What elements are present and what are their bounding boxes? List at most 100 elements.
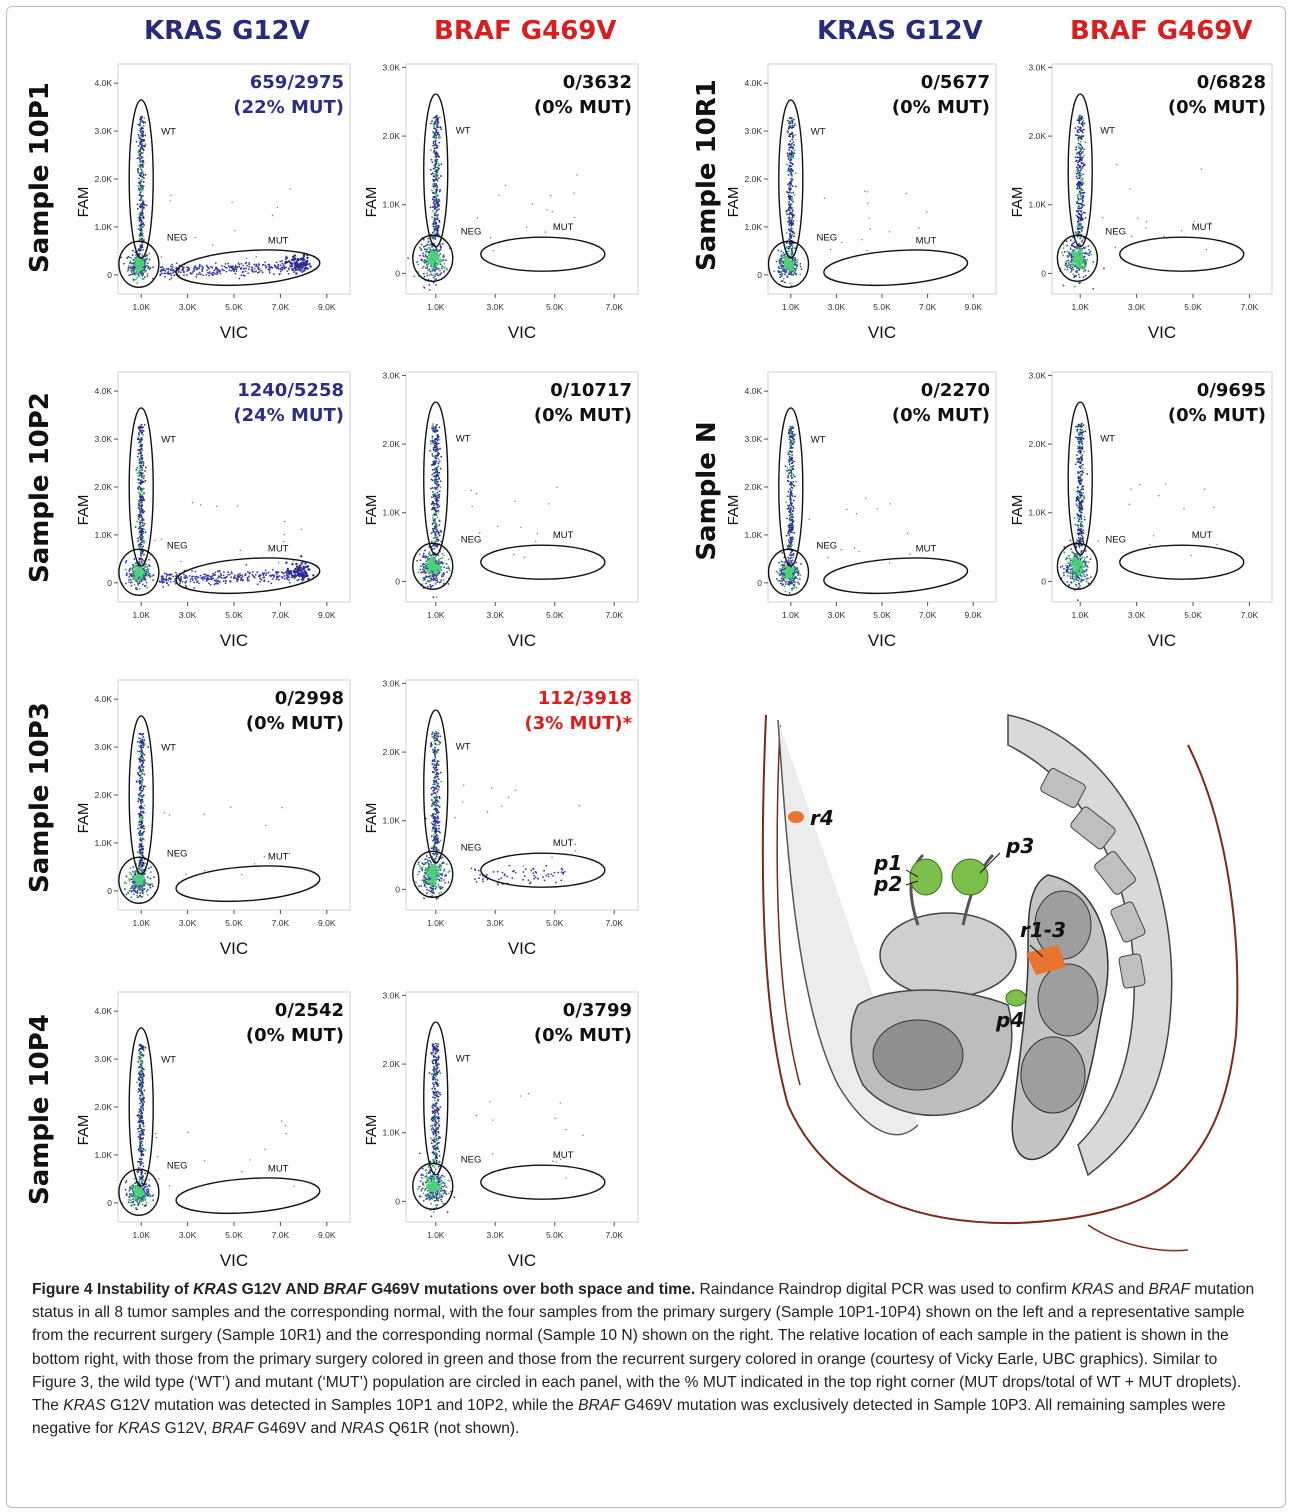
- droplet: [237, 262, 240, 265]
- droplet: [191, 570, 193, 572]
- droplet: [434, 178, 436, 181]
- droplet: [143, 542, 145, 544]
- droplet: [128, 879, 131, 882]
- droplet: [138, 843, 141, 846]
- droplet: [430, 835, 433, 838]
- droplet: [142, 539, 144, 542]
- droplet: [144, 785, 146, 788]
- droplet: [421, 866, 424, 869]
- droplet: [142, 890, 145, 893]
- droplet: [437, 788, 440, 790]
- droplet: [500, 877, 503, 880]
- x-tick-label: 5.0K: [546, 302, 564, 312]
- droplet: [224, 582, 227, 585]
- droplet: [140, 168, 142, 171]
- droplet: [436, 838, 439, 841]
- y-tick-label: 3.0K: [383, 678, 401, 688]
- y-axis-label: FAM: [363, 187, 380, 218]
- droplet: [233, 266, 236, 269]
- droplet: [154, 539, 156, 542]
- droplet: [142, 532, 145, 535]
- droplet: [288, 268, 290, 271]
- droplet: [435, 160, 438, 163]
- droplet: [265, 824, 267, 827]
- droplet: [160, 268, 163, 271]
- droplet: [554, 881, 557, 884]
- droplet: [434, 471, 437, 474]
- droplet: [135, 254, 137, 257]
- droplet: [435, 820, 438, 823]
- droplet: [140, 147, 142, 149]
- droplet: [198, 267, 201, 270]
- droplet: [204, 575, 206, 578]
- droplet: [137, 544, 140, 546]
- droplet: [447, 558, 450, 561]
- droplet: [439, 486, 442, 489]
- droplet-cloud: [120, 115, 312, 284]
- droplet: [128, 878, 130, 881]
- droplet: [141, 800, 144, 802]
- droplet: [441, 886, 444, 889]
- droplet: [160, 538, 163, 540]
- droplet: [434, 582, 437, 585]
- droplet: [426, 882, 428, 885]
- droplet: [142, 892, 144, 895]
- droplet: [436, 152, 439, 155]
- droplet: [431, 435, 434, 438]
- droplet: [492, 870, 495, 873]
- droplet: [432, 426, 435, 428]
- droplet: [434, 137, 437, 140]
- droplet: [146, 883, 149, 886]
- droplet: [259, 577, 262, 580]
- droplet: [435, 772, 438, 775]
- gate-label: NEG: [461, 226, 482, 237]
- droplet: [434, 760, 437, 763]
- droplet: [138, 557, 140, 560]
- droplet: [285, 561, 288, 564]
- droplet: [522, 878, 524, 881]
- droplet: [130, 269, 133, 272]
- droplet: [432, 790, 435, 792]
- droplet: [271, 214, 274, 217]
- droplet: [149, 877, 152, 880]
- droplet: [436, 169, 439, 172]
- droplet: [422, 252, 424, 255]
- droplet: [139, 542, 142, 545]
- droplet: [139, 818, 142, 821]
- droplet: [438, 865, 441, 868]
- droplet: [144, 470, 146, 472]
- droplet: [141, 798, 144, 801]
- droplet-cloud: [407, 114, 578, 291]
- droplet: [143, 888, 146, 890]
- droplet: [436, 430, 439, 432]
- droplet: [140, 179, 142, 182]
- y-axis-label: FAM: [363, 495, 380, 526]
- droplet: [264, 261, 267, 264]
- droplet: [436, 791, 439, 793]
- droplet: [424, 255, 427, 258]
- droplet: [304, 562, 307, 565]
- droplet: [208, 271, 211, 273]
- droplet: [437, 561, 440, 563]
- droplet: [142, 537, 145, 540]
- droplet: [436, 451, 439, 454]
- droplet: [425, 571, 428, 574]
- droplet: [138, 135, 140, 138]
- droplet: [131, 889, 134, 892]
- droplet: [438, 520, 441, 523]
- droplet: [278, 575, 281, 577]
- droplet: [197, 273, 200, 276]
- droplet: [448, 569, 451, 572]
- droplet: [436, 784, 439, 787]
- droplet: [138, 249, 141, 252]
- droplet: [573, 192, 575, 194]
- droplet: [263, 579, 266, 582]
- droplet: [422, 863, 425, 866]
- droplet: [131, 249, 134, 252]
- droplet: [137, 452, 140, 455]
- droplet: [431, 508, 433, 511]
- droplet: [553, 871, 556, 874]
- droplet: [481, 878, 484, 880]
- droplet: [141, 431, 144, 434]
- droplet: [145, 581, 148, 584]
